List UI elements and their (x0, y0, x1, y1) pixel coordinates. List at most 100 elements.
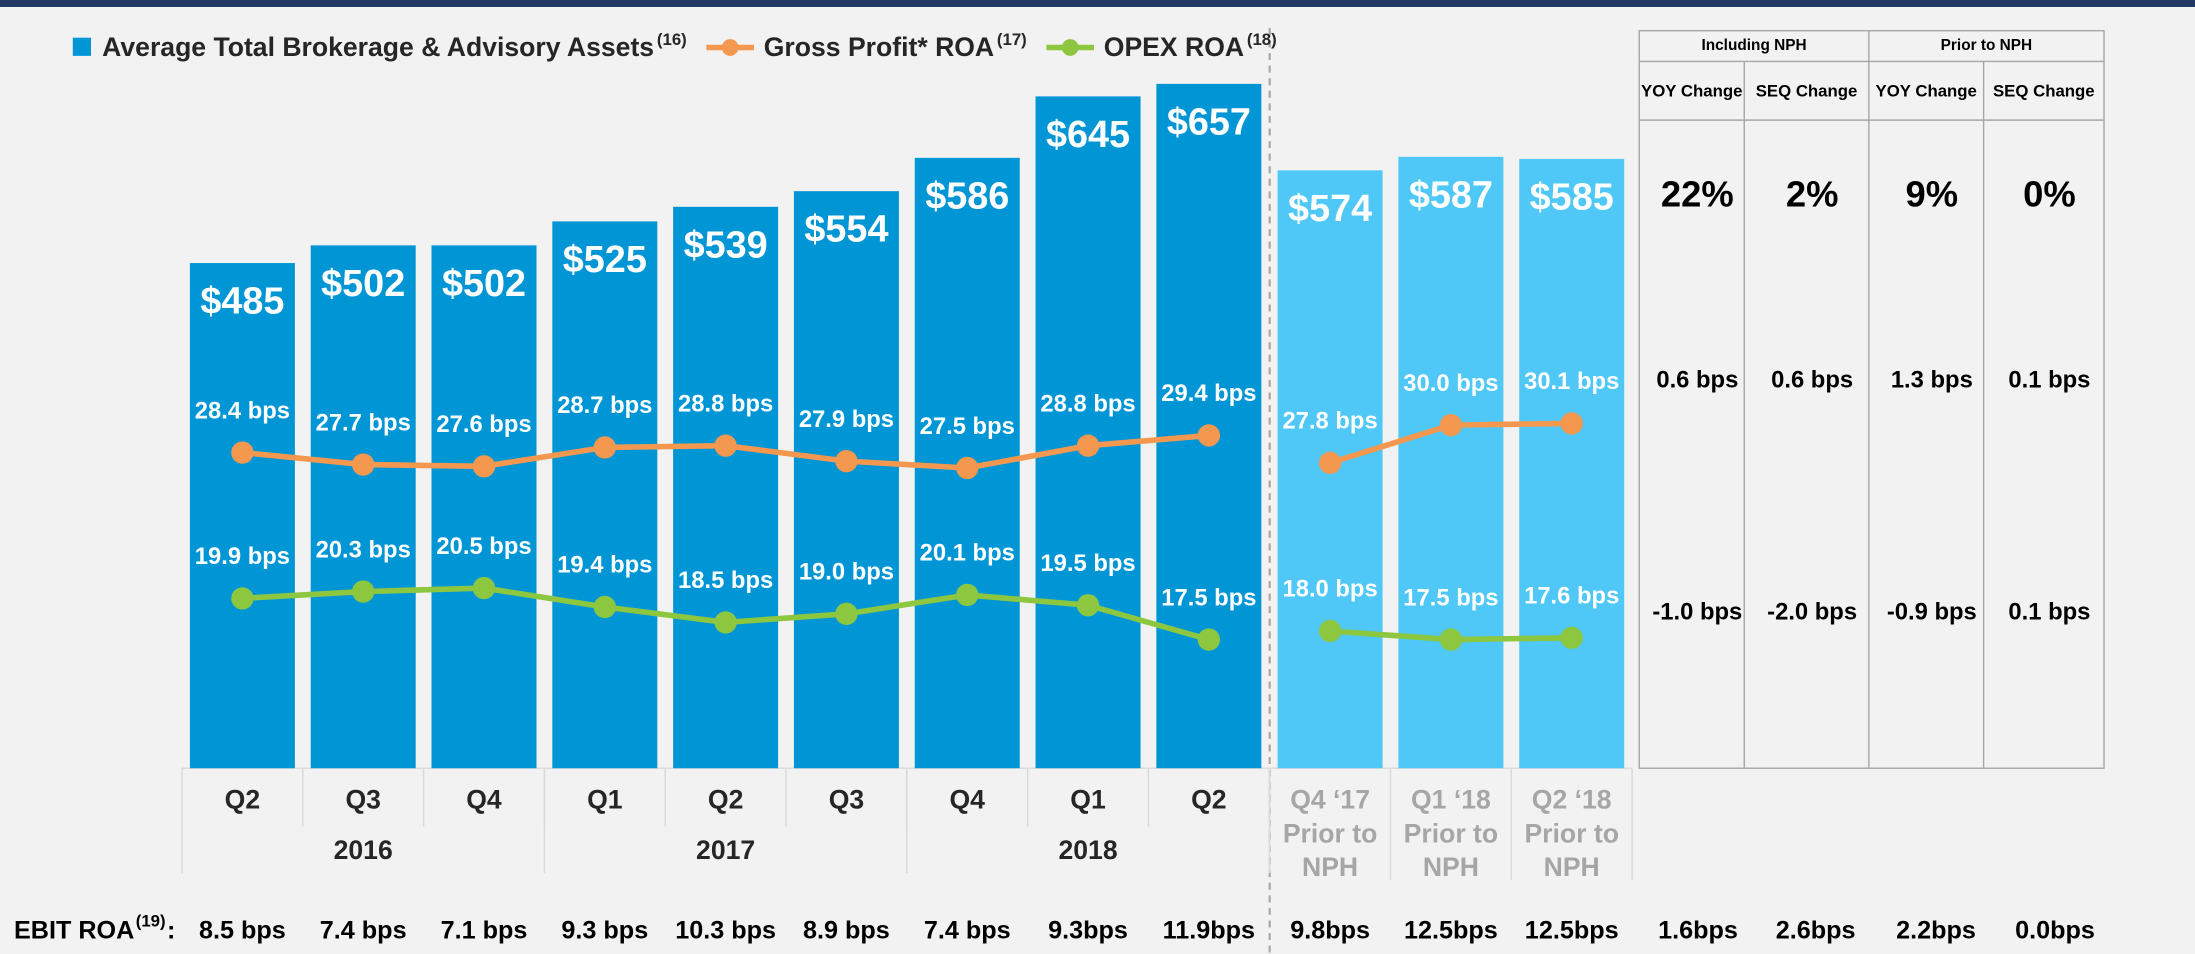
bar (673, 206, 779, 769)
bar (552, 221, 658, 769)
bar-label: $485 (200, 280, 284, 322)
x-tick-label: Q4 (950, 785, 986, 815)
table-cell: 22% (1661, 174, 1734, 215)
point-label: 27.5 bps (920, 413, 1015, 440)
x-tick-label: Q4 (466, 785, 502, 815)
table-cell: 9% (1906, 174, 1959, 215)
table-column-header: YOY Change (1876, 82, 1977, 101)
point (1197, 628, 1221, 651)
legend-swatch (721, 39, 739, 56)
bar-label: $502 (321, 262, 405, 304)
ebit-value: 8.9 bps (803, 916, 890, 944)
point-label: 18.0 bps (1282, 576, 1377, 603)
point (1439, 413, 1463, 437)
ebit-value: 12.5bps (1404, 916, 1498, 944)
point (1076, 594, 1100, 617)
table-group-header: Including NPH (1701, 37, 1806, 54)
x-tick-note: NPH (1423, 852, 1479, 882)
bar (431, 245, 537, 769)
legend-swatch (1061, 39, 1079, 56)
x-tick-label: Q3 (345, 785, 380, 815)
point-label: 20.5 bps (436, 533, 531, 560)
legend-label: Gross Profit* ROA (764, 32, 994, 62)
table-cell: -2.0 bps (1767, 598, 1857, 625)
point (1318, 451, 1342, 475)
point (1439, 628, 1463, 651)
table-cell: 0.6 bps (1656, 367, 1738, 394)
table-cell: 0.1 bps (2008, 598, 2090, 625)
legend-swatch (72, 37, 91, 56)
ebit-value: 10.3 bps (675, 916, 776, 944)
bar-label: $585 (1530, 175, 1614, 217)
x-tick-label: Q4 ‘17 (1290, 785, 1370, 815)
table-column-header: SEQ Change (1993, 82, 2095, 101)
bar-label: $539 (684, 223, 768, 265)
point (472, 455, 496, 478)
ebit-value: 2.2bps (1896, 916, 1976, 944)
x-tick-label: Q2 (225, 785, 260, 815)
x-tick-note: NPH (1302, 852, 1358, 882)
point-label: 28.8 bps (1040, 390, 1135, 417)
point-label: 19.4 bps (557, 552, 652, 579)
point (593, 595, 617, 619)
point-label: 19.0 bps (799, 559, 894, 586)
point-label: 27.7 bps (316, 409, 411, 436)
point-label: 28.7 bps (557, 392, 652, 419)
x-tick-note: NPH (1544, 852, 1600, 882)
bar (310, 245, 416, 769)
bar-label: $587 (1409, 173, 1493, 215)
bar (1035, 96, 1141, 769)
point (231, 441, 254, 464)
table-cell: -1.0 bps (1652, 598, 1742, 625)
point-label: 20.1 bps (920, 540, 1015, 567)
bar (793, 191, 899, 769)
point (956, 583, 979, 607)
legend-note: (16) (657, 30, 687, 49)
point-label: 19.9 bps (195, 543, 290, 570)
ebit-value: 7.1 bps (441, 916, 528, 944)
point (231, 587, 254, 610)
point (472, 576, 496, 600)
bar (1398, 156, 1504, 769)
point (1560, 626, 1583, 650)
point-label: 30.0 bps (1403, 370, 1498, 397)
point-label: 28.8 bps (678, 390, 773, 417)
ebit-value: 12.5bps (1525, 916, 1619, 944)
table-cell: 0% (2023, 174, 2076, 215)
point-label: 17.6 bps (1524, 583, 1619, 610)
point (1318, 619, 1342, 643)
ebit-value: 9.8bps (1290, 916, 1370, 944)
bar-label: $657 (1167, 100, 1251, 142)
point-label: 17.5 bps (1403, 584, 1498, 611)
point-label: 27.9 bps (799, 406, 894, 433)
table-group-header: Prior to NPH (1941, 37, 2033, 54)
ebit-note: (19) (136, 911, 166, 930)
x-tick-label: Q2 ‘18 (1532, 785, 1612, 815)
point (351, 580, 375, 603)
ebit-value: 9.3bps (1048, 916, 1128, 944)
bar-label: $645 (1046, 113, 1130, 155)
x-tick-label: Q1 (587, 785, 623, 815)
x-tick-label: Q3 (829, 785, 864, 815)
point (1197, 424, 1221, 447)
bar-label: $554 (804, 208, 888, 250)
group-label: 2016 (334, 835, 393, 865)
point (1560, 412, 1583, 435)
point (835, 449, 858, 473)
ebit-value: 8.5 bps (199, 916, 286, 944)
point (1076, 434, 1100, 457)
table-column-header: YOY Change (1641, 82, 1742, 101)
point (835, 602, 858, 626)
ebit-value: 2.6bps (1776, 916, 1856, 944)
point-label: 18.5 bps (678, 567, 773, 594)
point-label: 27.8 bps (1282, 408, 1377, 435)
x-tick-note: Prior to (1404, 818, 1499, 848)
group-label: 2018 (1058, 835, 1117, 865)
point (593, 436, 617, 459)
x-tick-label: Q1 ‘18 (1411, 785, 1491, 815)
point-label: 19.5 bps (1040, 550, 1135, 577)
x-tick-label: Q2 (1191, 785, 1226, 815)
ebit-label: EBIT ROA (14, 916, 134, 944)
table-cell: 1.3 bps (1891, 367, 1973, 394)
